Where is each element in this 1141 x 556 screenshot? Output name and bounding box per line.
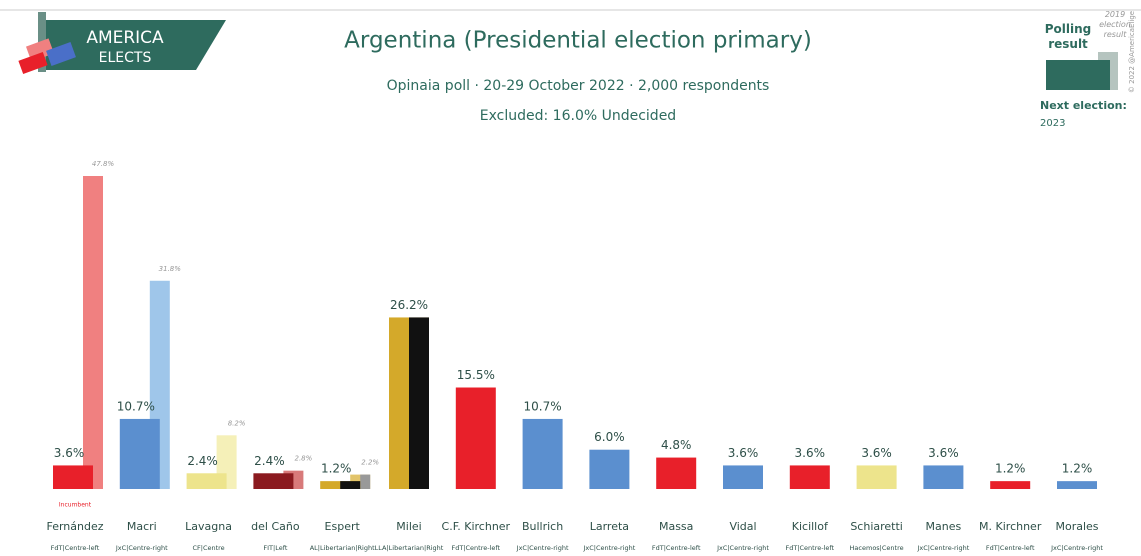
x-tick-label: Larreta xyxy=(590,520,629,533)
value-label: 3.6% xyxy=(728,446,759,460)
bar xyxy=(253,473,294,489)
party-label: JxC|Centre-right xyxy=(115,544,168,552)
bar xyxy=(83,176,103,489)
party-label: FdT|Centre-left xyxy=(451,544,500,552)
party-label: FdT|Centre-left xyxy=(51,544,100,552)
value-label: 2.4% xyxy=(187,454,218,468)
value-label: 6.0% xyxy=(594,430,625,444)
party-label: JxC|Centre-right xyxy=(516,544,569,552)
x-tick-label: Morales xyxy=(1055,520,1098,533)
value-label: 3.6% xyxy=(795,446,826,460)
value-label-2019: 31.8% xyxy=(159,265,182,273)
x-tick-label: Macri xyxy=(127,520,157,533)
party-label: JxC|Centre-right xyxy=(716,544,769,552)
bar xyxy=(522,418,563,489)
bar-stripe xyxy=(360,474,371,489)
x-tick-label: M. Kirchner xyxy=(979,520,1042,533)
value-label: 2.4% xyxy=(254,454,285,468)
party-label: LLA|Libertarian|Right xyxy=(375,544,444,552)
copyright: © 2022 @AmericaElige xyxy=(1128,11,1136,93)
legend-label: Polling result xyxy=(1044,22,1092,51)
party-label: FdT|Centre-left xyxy=(785,544,834,552)
party-label: FdT|Centre-left xyxy=(986,544,1035,552)
bar xyxy=(656,457,697,489)
value-label: 3.6% xyxy=(54,446,85,460)
x-tick-label: Fernández xyxy=(46,520,103,533)
value-label-2019: 8.2% xyxy=(228,419,246,427)
x-tick-label: Massa xyxy=(659,520,693,533)
value-label-2019: 2.2% xyxy=(361,459,379,467)
next-election-year: 2023 xyxy=(1040,118,1065,129)
next-election-label: Next election: xyxy=(1040,99,1127,112)
x-tick-label: Kicillof xyxy=(792,520,829,533)
legend-label: 2019 election result xyxy=(1099,10,1131,39)
value-label: 3.6% xyxy=(861,446,892,460)
bar xyxy=(856,465,897,489)
x-tick-label: Bullrich xyxy=(522,520,563,533)
subtitle: Opinaia poll · 20-29 October 2022 · 2,00… xyxy=(387,78,770,94)
party-label: Hacemos|Centre xyxy=(850,544,904,552)
value-label: 1.2% xyxy=(1062,462,1093,476)
x-tick-label: del Caño xyxy=(251,520,300,533)
value-label: 4.8% xyxy=(661,438,692,452)
logo-text: ELECTS xyxy=(99,50,152,66)
annotation: Incumbent xyxy=(59,502,92,509)
party-label: JxC|Centre-right xyxy=(1050,544,1103,552)
bar xyxy=(589,449,630,489)
legend-swatch xyxy=(1046,60,1110,90)
party-label: JxC|Centre-right xyxy=(916,544,969,552)
value-label: 10.7% xyxy=(117,399,155,413)
logo-band xyxy=(42,20,226,70)
bar xyxy=(723,465,763,489)
bar xyxy=(186,473,227,489)
logo-text: AMERICA xyxy=(86,28,164,48)
party-label: FdT|Centre-left xyxy=(652,544,701,552)
x-tick-label: Lavagna xyxy=(185,520,232,533)
x-tick-label: Schiaretti xyxy=(850,520,903,533)
chart-title: Argentina (Presidential election primary… xyxy=(344,28,812,54)
x-tick-label: Milei xyxy=(396,520,421,533)
note: Excluded: 16.0% Undecided xyxy=(480,108,676,124)
logo-shape xyxy=(46,42,76,66)
logo-shape xyxy=(18,51,48,75)
value-label: 1.2% xyxy=(995,462,1026,476)
value-label-2019: 2.8% xyxy=(295,455,313,463)
value-label: 26.2% xyxy=(390,298,428,312)
bar xyxy=(789,465,830,489)
value-label: 10.7% xyxy=(524,399,562,413)
value-label-2019: 47.8% xyxy=(92,160,115,168)
party-label: FIT|Left xyxy=(263,544,287,552)
x-tick-label: C.F. Kirchner xyxy=(442,520,511,533)
x-tick-label: Manes xyxy=(926,520,962,533)
value-label: 3.6% xyxy=(928,446,959,460)
bar-stripe xyxy=(409,317,429,489)
bar xyxy=(119,418,160,489)
bar xyxy=(923,465,964,489)
value-label: 15.5% xyxy=(457,368,495,382)
x-tick-label: Espert xyxy=(325,520,361,533)
x-tick-label: Vidal xyxy=(729,520,756,533)
value-label: 1.2% xyxy=(321,462,352,476)
bar-stripe xyxy=(340,481,361,489)
party-label: JxC|Centre-right xyxy=(582,544,635,552)
party-label: AL|Libertarian|Right xyxy=(310,544,375,552)
bar xyxy=(53,465,93,489)
bar xyxy=(455,387,496,489)
bar xyxy=(1057,481,1097,489)
party-label: CF|Centre xyxy=(192,544,224,552)
bar xyxy=(990,481,1031,489)
